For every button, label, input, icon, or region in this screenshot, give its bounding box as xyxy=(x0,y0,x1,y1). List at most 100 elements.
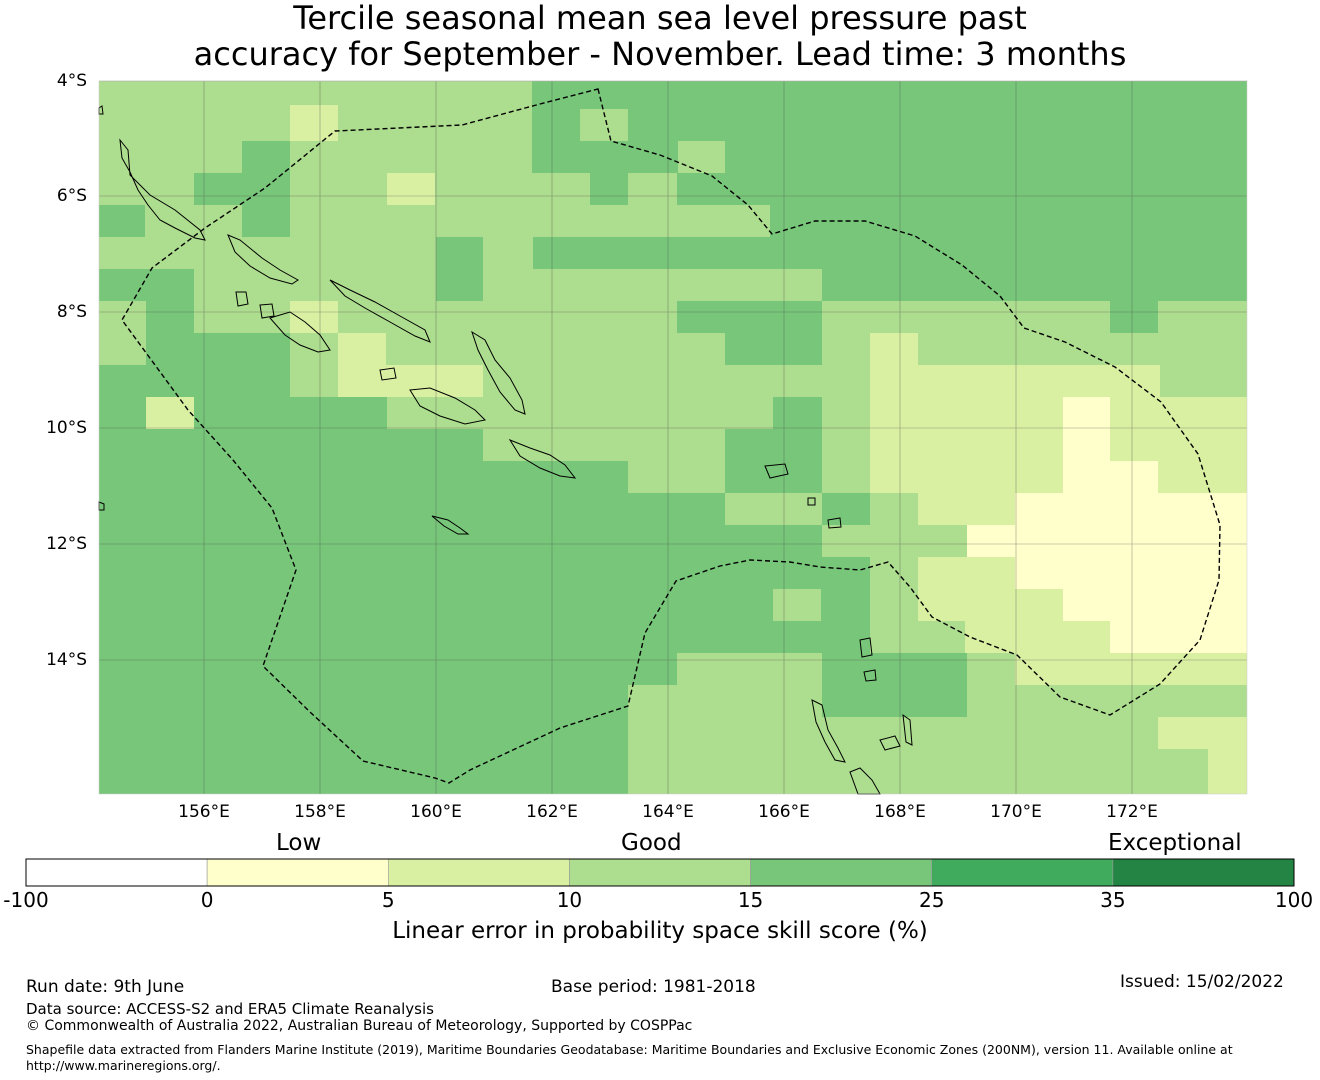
skill-cell xyxy=(1015,557,1247,589)
latitude-label: 14°S xyxy=(46,650,87,670)
skill-cell xyxy=(773,397,821,429)
shapefile-credit: Shapefile data extracted from Flanders M… xyxy=(26,1042,1233,1057)
island-outline xyxy=(235,291,249,307)
longitude-label: 162°E xyxy=(526,802,578,822)
latitude-label: 10°S xyxy=(46,418,87,438)
colorbar-tick-label: 0 xyxy=(200,888,214,912)
skill-cell xyxy=(628,141,678,173)
colorbar xyxy=(25,858,1295,887)
skill-cell xyxy=(870,333,918,365)
longitude-label: 156°E xyxy=(178,802,230,822)
longitude-label: 160°E xyxy=(410,802,462,822)
skill-cell xyxy=(483,429,725,461)
skill-cell xyxy=(918,557,1015,621)
run-date: Run date: 9th June xyxy=(26,977,185,997)
latitude-label: 8°S xyxy=(56,302,87,322)
island-outline xyxy=(859,637,873,658)
skill-cell xyxy=(918,493,1015,525)
skill-cell xyxy=(870,557,920,589)
latitude-label: 4°S xyxy=(56,71,87,91)
island-outline xyxy=(879,735,901,751)
skill-cell xyxy=(387,173,435,205)
skill-cell xyxy=(1063,589,1247,621)
skill-cell xyxy=(725,493,822,525)
skill-cell xyxy=(146,397,194,429)
colorbar-segment xyxy=(750,858,933,887)
skill-cell xyxy=(1110,621,1247,653)
skill-cell xyxy=(965,621,1110,653)
island-outline xyxy=(471,330,526,415)
base-period: Base period: 1981-2018 xyxy=(551,977,756,997)
island-outline xyxy=(807,497,816,506)
skill-cell xyxy=(677,173,773,205)
skill-cell xyxy=(145,205,242,237)
skill-cell xyxy=(386,365,483,397)
skill-cell xyxy=(773,589,821,621)
skill-cell xyxy=(436,237,483,301)
colorbar-category-low: Low xyxy=(276,830,322,856)
copyright: © Commonwealth of Australia 2022, Austra… xyxy=(26,1018,693,1034)
skill-cell xyxy=(290,141,532,173)
skill-cell xyxy=(1158,365,1247,397)
island-outline xyxy=(811,699,846,763)
skill-cell xyxy=(1208,749,1247,794)
latitude-label: 12°S xyxy=(46,534,87,554)
skill-cell xyxy=(533,237,677,269)
longitude-label: 158°E xyxy=(294,802,346,822)
island-outline xyxy=(508,438,577,479)
island-outline xyxy=(827,517,842,529)
island-outline xyxy=(119,138,206,241)
skill-cell xyxy=(967,525,1015,557)
island-outline xyxy=(764,463,789,479)
skill-cell xyxy=(194,269,436,301)
skill-cell xyxy=(677,141,725,173)
island-outline xyxy=(902,713,913,746)
skill-cell xyxy=(483,237,533,269)
colorbar-category-exceptional: Exceptional xyxy=(1108,830,1242,856)
skill-cell xyxy=(194,173,242,205)
skill-cell xyxy=(822,525,967,557)
skill-cell xyxy=(580,205,770,237)
skill-cell xyxy=(99,237,436,269)
skill-cell xyxy=(870,365,1160,397)
skill-cell xyxy=(483,269,677,301)
skill-cell xyxy=(822,397,872,429)
island-outline xyxy=(431,515,470,535)
skill-cell xyxy=(1015,493,1247,557)
skill-cell xyxy=(99,301,146,365)
skill-cell xyxy=(1015,589,1063,621)
colorbar-label: Linear error in probability space skill … xyxy=(392,918,928,944)
skill-cell xyxy=(1158,301,1247,333)
island-outline xyxy=(269,311,331,353)
skill-cell xyxy=(628,762,1247,794)
skill-cell xyxy=(822,301,1112,333)
skill-cell xyxy=(146,301,194,333)
longitude-label: 170°E xyxy=(990,802,1042,822)
skill-cell xyxy=(1110,301,1158,333)
map-frame xyxy=(98,80,1248,795)
colorbar-tick-label: -100 xyxy=(3,888,49,912)
colorbar-segment xyxy=(206,858,389,887)
island-outline xyxy=(409,387,487,425)
skill-cell xyxy=(99,141,242,173)
colorbar-tick-label: 10 xyxy=(556,888,583,912)
skill-map xyxy=(98,80,1248,795)
colorbar-tick-label: 100 xyxy=(1274,888,1314,912)
skill-cell xyxy=(677,653,822,685)
colorbar-tick-label: 35 xyxy=(1100,888,1126,912)
colorbar-segment xyxy=(569,858,751,887)
chart-title-line1: Tercile seasonal mean sea level pressure… xyxy=(293,0,1027,37)
skill-cell xyxy=(822,461,872,493)
skill-cell xyxy=(677,269,822,301)
data-source: Data source: ACCESS-S2 and ERA5 Climate … xyxy=(26,1000,434,1018)
colorbar-tick-label: 5 xyxy=(381,888,395,912)
island-outline xyxy=(329,279,431,343)
colorbar-segment xyxy=(1112,858,1295,887)
skill-cell xyxy=(1158,717,1247,749)
skill-cell xyxy=(1158,461,1247,493)
skill-cell xyxy=(822,557,870,589)
longitude-label: 168°E xyxy=(874,802,926,822)
skill-cell xyxy=(387,397,774,429)
colorbar-segment xyxy=(25,858,208,887)
skill-cell xyxy=(242,141,290,237)
